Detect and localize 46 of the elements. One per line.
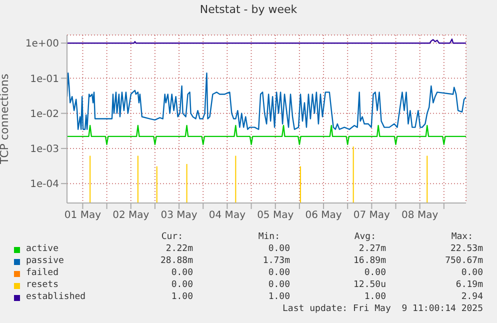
text: Last update: Fri May 9 11:00:14 2025 bbox=[282, 304, 483, 314]
text: 0.00 bbox=[364, 268, 386, 278]
text: 0.00 bbox=[268, 280, 290, 290]
text: 2.22m bbox=[166, 244, 193, 254]
chart-title: Netstat - by week bbox=[198, 3, 298, 16]
x-tick-label: 01 May bbox=[64, 210, 102, 222]
text: Min: bbox=[258, 232, 280, 242]
x-tick-label: 06 May bbox=[305, 210, 342, 222]
x-tick-label: 04 May bbox=[208, 210, 246, 222]
legend-label: failed bbox=[26, 268, 59, 278]
text: 0.00 bbox=[171, 268, 193, 278]
text: Cur: bbox=[161, 232, 183, 242]
text: 6.19m bbox=[456, 280, 483, 290]
x-tick-label: 02 May bbox=[112, 210, 150, 222]
legend-label: active bbox=[26, 244, 59, 254]
text: 1.00 bbox=[364, 292, 386, 302]
y-tick-label: 1e-02 bbox=[30, 108, 59, 120]
legend-label: established bbox=[26, 292, 86, 302]
text: 28.88m bbox=[160, 256, 193, 266]
y-tick-label: 1e-04 bbox=[30, 179, 59, 190]
text: 2.94 bbox=[461, 292, 483, 302]
text: 0.00 bbox=[268, 268, 290, 278]
y-tick-label: 1e-01 bbox=[30, 74, 59, 85]
x-tick-label: 05 May bbox=[257, 210, 294, 222]
x-tick-label: 03 May bbox=[160, 210, 198, 222]
text: 1.73m bbox=[262, 256, 290, 266]
text: 22.53m bbox=[450, 244, 483, 254]
x-tick-label: 08 May bbox=[402, 210, 438, 222]
text: 0.00 bbox=[268, 244, 290, 254]
text: 1.00 bbox=[268, 292, 290, 302]
text: 16.89m bbox=[353, 256, 386, 266]
text: 750.67m bbox=[445, 256, 483, 266]
text: Max: bbox=[451, 232, 473, 242]
text: 0.00 bbox=[461, 268, 483, 278]
y-axis-title: TCP connections bbox=[0, 74, 11, 165]
legend-label: passive bbox=[26, 256, 64, 266]
y-tick-label: 1e-03 bbox=[30, 144, 59, 156]
text: Avg: bbox=[354, 232, 376, 242]
text: 2.27m bbox=[358, 244, 386, 254]
legend-label: resets bbox=[26, 280, 59, 290]
text: 12.50u bbox=[353, 280, 386, 290]
y-tick-label: 1e+00 bbox=[25, 38, 59, 50]
text: 1.00 bbox=[171, 292, 193, 302]
x-tick-label: 07 May bbox=[353, 210, 390, 222]
text: 0.00 bbox=[171, 280, 193, 290]
line-series bbox=[67, 72, 466, 130]
